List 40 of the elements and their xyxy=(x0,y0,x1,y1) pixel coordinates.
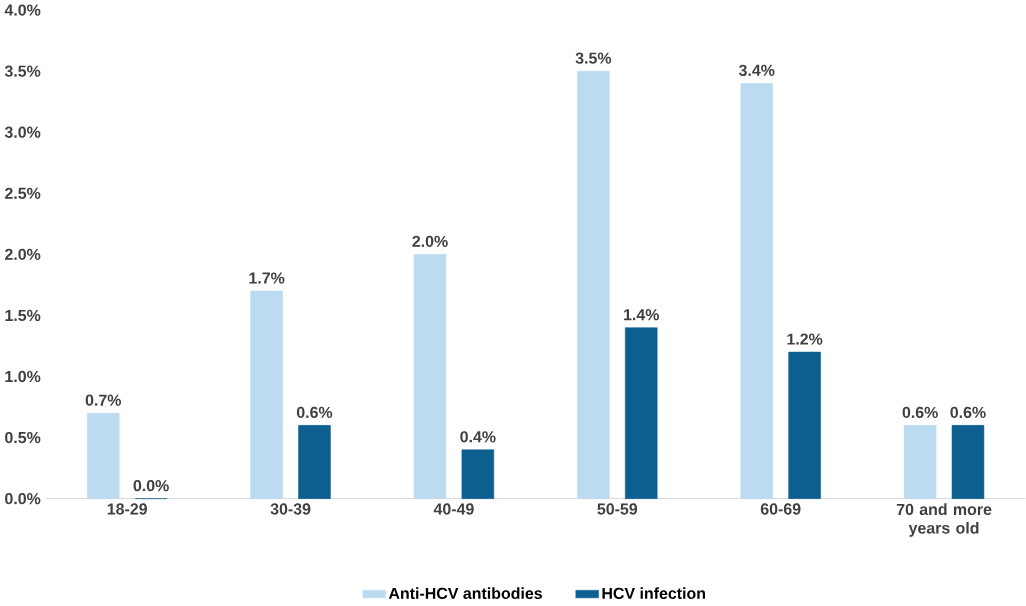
bar xyxy=(461,449,495,499)
y-tick-label: 2.0% xyxy=(5,248,41,260)
bar xyxy=(87,412,120,499)
data-label: 3.5% xyxy=(575,52,612,64)
x-tick-label: 60-69 xyxy=(760,503,801,515)
y-tick-label: 1.5% xyxy=(5,309,41,321)
x-tick-label: 70 and more years old xyxy=(896,503,992,537)
y-tick-label: 3.5% xyxy=(4,65,41,77)
x-tick-label: 30-39 xyxy=(270,503,311,515)
data-label: 0.6% xyxy=(950,406,986,418)
bar xyxy=(625,327,658,499)
data-label: 1.7% xyxy=(249,272,285,284)
bar xyxy=(951,425,985,499)
data-label: 1.2% xyxy=(787,333,823,345)
bar xyxy=(740,83,773,499)
data-label: 3.4% xyxy=(738,64,775,76)
data-label: 0.7% xyxy=(85,394,122,406)
y-tick-label: 0.0% xyxy=(5,492,41,505)
bar xyxy=(788,351,821,499)
data-label: 2.0% xyxy=(412,235,448,247)
data-label: 0.6% xyxy=(296,406,333,418)
y-tick-label: 3.0% xyxy=(4,126,41,138)
data-label: 0.6% xyxy=(902,406,938,418)
bar xyxy=(577,70,610,499)
legend-label: Anti-HCV antibodies xyxy=(388,587,542,599)
y-tick-label: 0.5% xyxy=(5,431,41,444)
data-label: 1.4% xyxy=(624,309,659,321)
data-label: 0.4% xyxy=(460,431,496,443)
bar xyxy=(250,290,283,499)
bar xyxy=(298,425,331,499)
x-tick-label: 18-29 xyxy=(107,503,147,515)
bar xyxy=(903,425,937,499)
x-tick-label: 40-49 xyxy=(433,503,474,515)
y-tick-label: 1.0% xyxy=(5,370,41,383)
y-tick-label: 2.5% xyxy=(5,187,41,199)
x-tick-label: 50-59 xyxy=(597,503,638,515)
data-label: 0.0% xyxy=(133,479,169,492)
legend-label: HCV infection xyxy=(602,587,705,599)
bar xyxy=(413,254,447,499)
y-tick-label: 4.0% xyxy=(4,4,41,16)
